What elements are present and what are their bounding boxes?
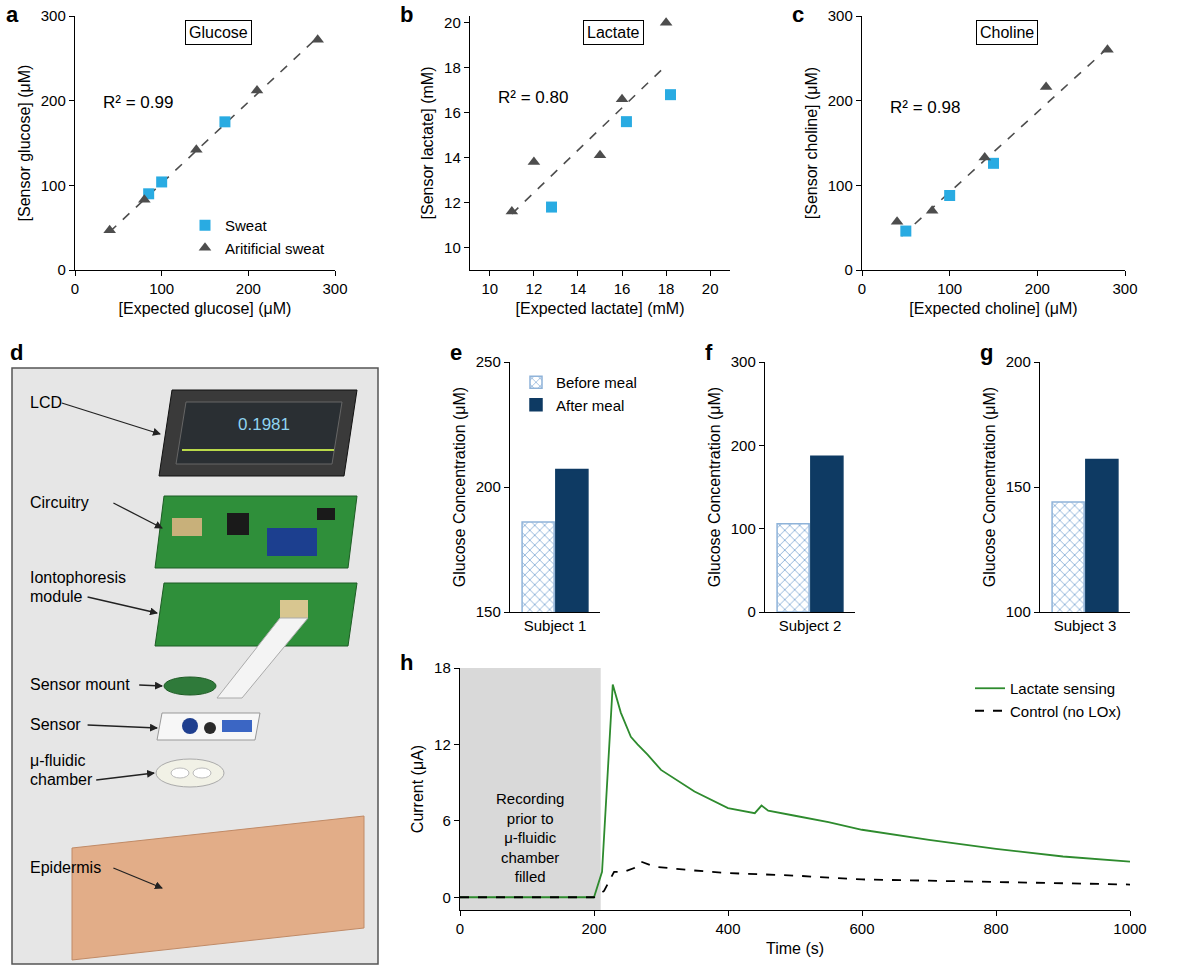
- svg-text:6: 6: [442, 812, 450, 829]
- svg-text:c: c: [792, 2, 804, 27]
- svg-text:200: 200: [236, 280, 261, 297]
- svg-text:Current (μA): Current (μA): [409, 745, 426, 833]
- svg-text:Sweat: Sweat: [225, 217, 268, 234]
- svg-text:b: b: [400, 2, 413, 27]
- svg-text:LCD: LCD: [30, 394, 62, 411]
- svg-text:300: 300: [322, 280, 347, 297]
- svg-text:Subject 1: Subject 1: [524, 617, 587, 634]
- svg-text:0: 0: [858, 280, 866, 297]
- svg-text:600: 600: [849, 920, 874, 937]
- svg-text:100: 100: [149, 280, 174, 297]
- svg-text:Choline: Choline: [980, 24, 1034, 41]
- svg-text:R² = 0.98: R² = 0.98: [890, 98, 960, 117]
- svg-text:[Sensor glucose] (μM): [Sensor glucose] (μM): [16, 65, 33, 222]
- svg-text:200: 200: [41, 92, 66, 109]
- svg-text:16: 16: [614, 280, 631, 297]
- svg-text:0: 0: [57, 261, 65, 278]
- svg-text:100: 100: [828, 177, 853, 194]
- svg-text:Time (s): Time (s): [766, 940, 824, 957]
- svg-text:d: d: [10, 340, 23, 365]
- svg-text:Aritificial sweat: Aritificial sweat: [225, 240, 325, 257]
- svg-text:h: h: [400, 650, 413, 675]
- svg-text:Before meal: Before meal: [556, 374, 637, 391]
- svg-text:[Expected glucose] (μM): [Expected glucose] (μM): [119, 300, 292, 317]
- svg-text:12: 12: [434, 736, 451, 753]
- svg-text:Epidermis: Epidermis: [30, 859, 101, 876]
- svg-text:100: 100: [937, 280, 962, 297]
- svg-text:300: 300: [1112, 280, 1137, 297]
- svg-text:Glucose Concentration (μM): Glucose Concentration (μM): [981, 387, 998, 587]
- svg-text:20: 20: [702, 280, 719, 297]
- svg-text:[Expected lactate] (mM): [Expected lactate] (mM): [516, 300, 685, 317]
- svg-text:a: a: [6, 2, 19, 27]
- svg-text:10: 10: [444, 239, 461, 256]
- svg-text:[Expected choline] (μM): [Expected choline] (μM): [909, 300, 1077, 317]
- svg-text:chamber: chamber: [30, 771, 93, 788]
- svg-text:14: 14: [570, 280, 587, 297]
- svg-text:12: 12: [444, 194, 461, 211]
- svg-text:e: e: [450, 340, 462, 365]
- svg-text:16: 16: [444, 104, 461, 121]
- svg-text:300: 300: [41, 7, 66, 24]
- svg-text:20: 20: [444, 14, 461, 31]
- svg-text:Recordingprior toμ-fluidiccham: Recordingprior toμ-fluidicchamberfilled: [496, 790, 564, 885]
- svg-text:18: 18: [444, 59, 461, 76]
- svg-text:Iontophoresis: Iontophoresis: [30, 569, 126, 586]
- svg-text:Subject 3: Subject 3: [1054, 617, 1117, 634]
- svg-text:200: 200: [1025, 280, 1050, 297]
- svg-text:150: 150: [476, 603, 501, 620]
- svg-text:200: 200: [828, 92, 853, 109]
- svg-text:0: 0: [747, 603, 755, 620]
- svg-text:Lactate: Lactate: [587, 24, 640, 41]
- svg-text:200: 200: [1006, 353, 1031, 370]
- svg-text:300: 300: [828, 7, 853, 24]
- svg-text:0: 0: [456, 920, 464, 937]
- svg-text:R² = 0.99: R² = 0.99: [103, 93, 173, 112]
- svg-text:0.1981: 0.1981: [238, 415, 290, 434]
- svg-text:module: module: [30, 588, 83, 605]
- svg-text:800: 800: [983, 920, 1008, 937]
- svg-text:f: f: [705, 340, 713, 365]
- svg-text:100: 100: [41, 177, 66, 194]
- svg-text:200: 200: [731, 437, 756, 454]
- svg-text:100: 100: [1006, 603, 1031, 620]
- svg-text:150: 150: [1006, 478, 1031, 495]
- svg-text:200: 200: [581, 920, 606, 937]
- svg-text:10: 10: [481, 280, 498, 297]
- svg-text:Glucose Concentration (μM): Glucose Concentration (μM): [451, 387, 468, 587]
- svg-text:400: 400: [715, 920, 740, 937]
- svg-text:300: 300: [731, 353, 756, 370]
- svg-text:Circuitry: Circuitry: [30, 494, 89, 511]
- svg-text:0: 0: [844, 261, 852, 278]
- svg-text:Glucose Concentration (μM): Glucose Concentration (μM): [706, 387, 723, 587]
- svg-text:Subject 2: Subject 2: [779, 617, 842, 634]
- svg-text:1000: 1000: [1113, 920, 1146, 937]
- svg-text:18: 18: [658, 280, 675, 297]
- svg-text:Glucose: Glucose: [189, 24, 248, 41]
- svg-text:0: 0: [442, 889, 450, 906]
- svg-text:g: g: [980, 340, 993, 365]
- svg-text:R² = 0.80: R² = 0.80: [498, 88, 568, 107]
- svg-text:Sensor mount: Sensor mount: [30, 676, 130, 693]
- svg-text:200: 200: [476, 478, 501, 495]
- svg-text:Sensor: Sensor: [30, 716, 81, 733]
- svg-text:[Sensor choline] (μM): [Sensor choline] (μM): [803, 67, 820, 219]
- svg-text:250: 250: [476, 353, 501, 370]
- svg-text:Lactate sensing: Lactate sensing: [1010, 680, 1115, 697]
- svg-text:12: 12: [526, 280, 543, 297]
- svg-text:14: 14: [444, 149, 461, 166]
- svg-text:[Sensor lactate] (mM): [Sensor lactate] (mM): [419, 67, 436, 220]
- svg-text:μ-fluidic: μ-fluidic: [30, 752, 85, 769]
- svg-text:100: 100: [731, 520, 756, 537]
- svg-text:Control (no LOx): Control (no LOx): [1010, 703, 1121, 720]
- svg-text:18: 18: [434, 659, 451, 676]
- svg-text:0: 0: [71, 280, 79, 297]
- svg-text:After meal: After meal: [556, 397, 624, 414]
